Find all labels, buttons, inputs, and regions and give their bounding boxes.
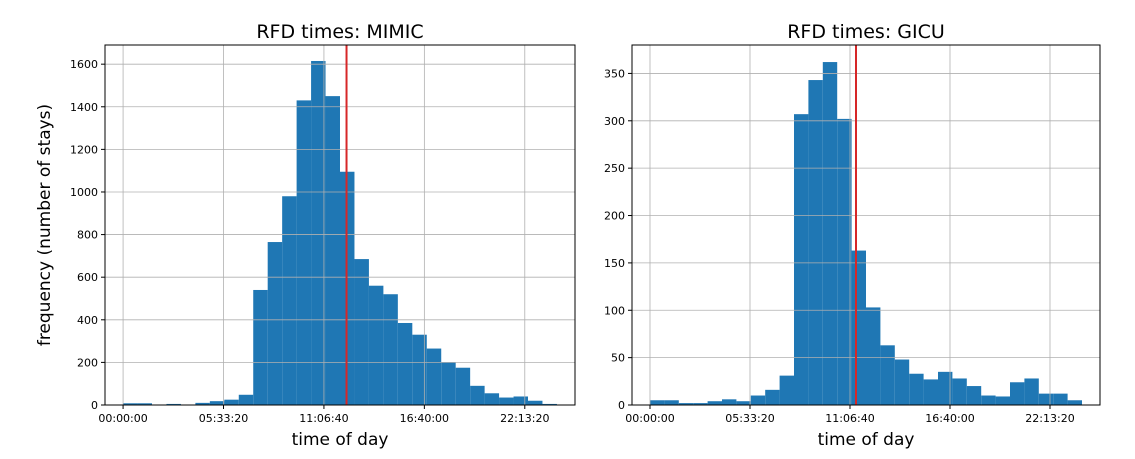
histogram-bar [722,399,737,405]
y-tick-label: 1400 [70,101,98,114]
histogram-bar [736,401,751,405]
histogram-bar [195,402,210,405]
histogram-bar [267,242,283,405]
histogram-bar [325,96,340,405]
histogram-mimic: 00:00:00 05:33:20 11:06:40 16:40:00 22:13:20… [70,21,576,450]
histogram-bar [938,371,953,405]
x-tick-label: 16:40:00 [925,412,974,425]
histogram-bar [123,403,138,405]
histogram-bar [808,80,823,405]
y-tick-label: 600 [77,271,98,284]
chart-title: RFD times: GICU [787,21,945,43]
histogram-bar [678,403,694,405]
y-tick-label: 0 [91,399,98,412]
histogram-bar [513,396,528,405]
y-tick-label: 100 [604,304,625,317]
histogram-bar [837,118,852,405]
histogram-bar [664,400,679,405]
y-tick-label: 1200 [70,143,98,156]
histogram-bar [426,348,442,405]
histogram-bar [397,322,413,405]
histogram-bar [923,379,938,405]
histogram-bar [412,334,427,405]
histogram-bar [1053,393,1068,405]
histogram-bar [383,294,398,405]
histogram-bar [794,114,809,405]
histogram-bar [1010,382,1025,405]
y-tick-label: 150 [604,257,625,270]
histogram-bar [209,401,225,405]
histogram-bar [137,403,152,405]
histogram-bar [981,395,996,405]
histogram-bar [866,307,881,405]
histogram-bar [166,403,181,405]
histogram-bar [441,362,456,405]
chart-title: RFD times: MIMIC [256,21,423,43]
y-tick-label: 350 [604,67,625,80]
histogram-bar [894,359,910,405]
histogram-bar [238,394,254,405]
histogram-bar [296,100,312,405]
y-tick-label: 1000 [70,186,98,199]
histogram-bar [455,367,471,405]
histogram-bar [1067,400,1082,405]
histogram-bar [1024,378,1039,405]
histogram-bar [779,375,794,405]
histogram-bar [851,250,866,405]
histogram-bar [499,397,514,405]
histogram-bar [542,403,557,405]
y-tick-label: 0 [618,399,625,412]
x-tick-label: 05:33:20 [199,412,248,425]
histogram-bar [528,400,543,405]
histogram-bar [750,395,766,405]
x-tick-label: 11:06:40 [825,412,874,425]
y-tick-label: 250 [604,162,625,175]
y-axis-label: frequency (number of stays) [35,104,55,346]
x-axis-label: time of day [292,430,389,450]
y-tick-label: 50 [611,352,625,365]
histogram-gicu: 00:00:00 05:33:20 11:06:40 16:40:00 22:13:20… [604,21,1101,450]
x-tick-label: 16:40:00 [400,412,449,425]
histogram-bar [311,60,326,406]
histogram-bar [253,289,268,405]
histogram-bar [650,400,665,405]
histogram-bar [354,259,369,405]
histogram-bar [282,196,297,405]
histogram-bar [880,345,895,405]
histogram-bar [484,393,500,405]
y-tick-label: 1600 [70,58,98,71]
histogram-bar [707,401,722,405]
histogram-bar [224,399,239,405]
histogram-bar [1038,393,1054,405]
histogram-bar [822,62,838,405]
histogram-bar [693,403,708,405]
x-tick-label: 00:00:00 [625,412,674,425]
histogram-bar [952,378,967,405]
histogram-bar [368,285,384,405]
histogram-bar [995,396,1010,405]
x-tick-label: 11:06:40 [299,412,348,425]
plot-frame [104,44,576,406]
x-tick-label: 22:13:20 [500,412,549,425]
x-tick-label: 05:33:20 [725,412,774,425]
x-axis-label: time of day [818,430,915,450]
histogram-bar [909,373,924,405]
histogram-bar [470,385,485,405]
histogram-bar [966,386,982,405]
y-tick-label: 300 [604,115,625,128]
y-tick-label: 200 [77,356,98,369]
histogram-bar [765,389,780,405]
x-tick-label: 22:13:20 [1025,412,1074,425]
y-tick-label: 400 [77,314,98,327]
plot-frame [631,44,1101,406]
y-tick-label: 800 [77,229,98,242]
y-tick-label: 200 [604,210,625,223]
x-tick-label: 00:00:00 [98,412,147,425]
